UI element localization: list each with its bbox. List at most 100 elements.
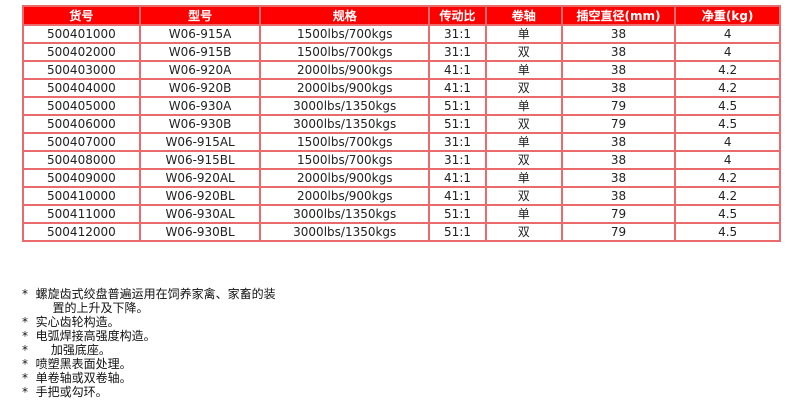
table-cell: 38 (560, 24, 677, 44)
table-cell: 4.2 (674, 186, 781, 206)
table-cell: 双 (484, 150, 563, 170)
column-header: 规格 (259, 5, 431, 26)
table-cell: 51:1 (428, 114, 487, 134)
table-cell: 3000lbs/1350kgs (259, 222, 431, 242)
table-row: 500406000 W06-930B 3000lbs/1350kgs 51:1 双 79 4… (22, 114, 781, 134)
table-cell: 500407000 (22, 132, 141, 152)
table-cell: W06-920A (138, 60, 262, 80)
spec-table: 货号 型号 规格 传动比 卷轴 插空直径(mm) 净重(kg) 500401000 W06-9… (22, 5, 781, 242)
column-header: 插空直径(mm) (560, 5, 677, 26)
table-row: 500405000 W06-930A 3000lbs/1350kgs 51:1 单 79 4… (22, 96, 781, 116)
table-cell: 500405000 (22, 96, 141, 116)
table-cell: 41:1 (428, 186, 487, 206)
table-cell: 79 (560, 222, 677, 242)
table-cell: 2000lbs/900kgs (259, 168, 431, 188)
table-row: 500403000 W06-920A 2000lbs/900kgs 41:1 单 38 4.… (22, 60, 781, 80)
table-cell: 双 (484, 222, 563, 242)
table-cell: 双 (484, 114, 563, 134)
table-cell: 1500lbs/700kgs (259, 42, 431, 62)
table-cell: 500411000 (22, 204, 141, 224)
table-cell: 双 (484, 186, 563, 206)
table-cell: W06-930A (138, 96, 262, 116)
table-cell: 51:1 (428, 204, 487, 224)
table-cell: 4.5 (674, 114, 781, 134)
table-cell: 31:1 (428, 42, 487, 62)
note-line: * 电弧焊接高强度构造。 (22, 329, 156, 343)
table-cell: 38 (560, 168, 677, 188)
table-row: 500401000 W06-915A 1500lbs/700kgs 31:1 单 38 4 (22, 24, 781, 44)
table-cell: 双 (484, 78, 563, 98)
table-cell: 1500lbs/700kgs (259, 24, 431, 44)
table-cell: 单 (484, 168, 563, 188)
table-cell: 单 (484, 24, 563, 44)
table-cell: W06-930B (138, 114, 262, 134)
table-cell: 4.5 (674, 96, 781, 116)
table-cell: 4.2 (674, 168, 781, 188)
table-cell: 38 (560, 42, 677, 62)
table-cell: 单 (484, 60, 563, 80)
table-cell: 2000lbs/900kgs (259, 186, 431, 206)
table-cell: W06-920BL (138, 186, 262, 206)
table-cell: 31:1 (428, 24, 487, 44)
table-cell: 31:1 (428, 150, 487, 170)
table-cell: 500404000 (22, 78, 141, 98)
feature-notes: * 螺旋齿式绞盘普遍运用在饲养家禽、家畜的装 置的上升及下降。 * 实心齿轮构造。… (22, 287, 276, 399)
table-cell: 4.5 (674, 204, 781, 224)
note-line: * 单卷轴或双卷轴。 (22, 371, 132, 385)
table-cell: 38 (560, 186, 677, 206)
table-cell: 500403000 (22, 60, 141, 80)
table-cell: 1500lbs/700kgs (259, 150, 431, 170)
table-cell: 4.2 (674, 78, 781, 98)
note-line: * 螺旋齿式绞盘普遍运用在饲养家禽、家畜的装 (22, 287, 276, 301)
table-cell: 3000lbs/1350kgs (259, 114, 431, 134)
table-cell: 单 (484, 96, 563, 116)
table-cell: 500401000 (22, 24, 141, 44)
table-cell: 41:1 (428, 78, 487, 98)
table-cell: W06-920B (138, 78, 262, 98)
note-line: * 加强底座。 (22, 343, 111, 357)
table-cell: 4 (674, 42, 781, 62)
table-cell: 38 (560, 60, 677, 80)
table-cell: 双 (484, 42, 563, 62)
table-cell: 1500lbs/700kgs (259, 132, 431, 152)
table-cell: 38 (560, 78, 677, 98)
table-cell: 41:1 (428, 168, 487, 188)
table-cell: 3000lbs/1350kgs (259, 204, 431, 224)
table-cell: 79 (560, 96, 677, 116)
table-cell: 单 (484, 204, 563, 224)
column-header: 净重(kg) (674, 5, 781, 26)
table-cell: 500406000 (22, 114, 141, 134)
table-cell: 79 (560, 204, 677, 224)
table-cell: 2000lbs/900kgs (259, 60, 431, 80)
note-line: 置的上升及下降。 (22, 301, 149, 315)
table-row: 500411000 W06-930AL 3000lbs/1350kgs 51:1 单 79… (22, 204, 781, 224)
column-header: 货号 (22, 5, 141, 26)
table-cell: 500402000 (22, 42, 141, 62)
table-cell: 4.2 (674, 60, 781, 80)
column-header: 卷轴 (484, 5, 563, 26)
table-cell: 79 (560, 114, 677, 134)
table-cell: 单 (484, 132, 563, 152)
table-cell: W06-930AL (138, 204, 262, 224)
note-line: * 实心齿轮构造。 (22, 315, 120, 329)
table-cell: 51:1 (428, 222, 487, 242)
table-cell: 31:1 (428, 132, 487, 152)
table-row: 500409000 W06-920AL 2000lbs/900kgs 41:1 单 38 4… (22, 168, 781, 188)
table-header: 货号 型号 规格 传动比 卷轴 插空直径(mm) 净重(kg) (22, 5, 781, 26)
table-cell: 4 (674, 132, 781, 152)
table-cell: 51:1 (428, 96, 487, 116)
table-cell: 500408000 (22, 150, 141, 170)
note-line: * 手把或勾环。 (22, 385, 108, 399)
table-row: 500402000 W06-915B 1500lbs/700kgs 31:1 双 38 4 (22, 42, 781, 62)
column-header: 传动比 (428, 5, 487, 26)
table-cell: W06-915AL (138, 132, 262, 152)
table-cell: W06-915A (138, 24, 262, 44)
table-cell: W06-920AL (138, 168, 262, 188)
table-cell: 3000lbs/1350kgs (259, 96, 431, 116)
table-cell: 38 (560, 132, 677, 152)
table-row: 500412000 W06-930BL 3000lbs/1350kgs 51:1 双 79… (22, 222, 781, 242)
table-cell: 38 (560, 150, 677, 170)
table-cell: 4 (674, 24, 781, 44)
table-cell: 500412000 (22, 222, 141, 242)
table-cell: 500409000 (22, 168, 141, 188)
